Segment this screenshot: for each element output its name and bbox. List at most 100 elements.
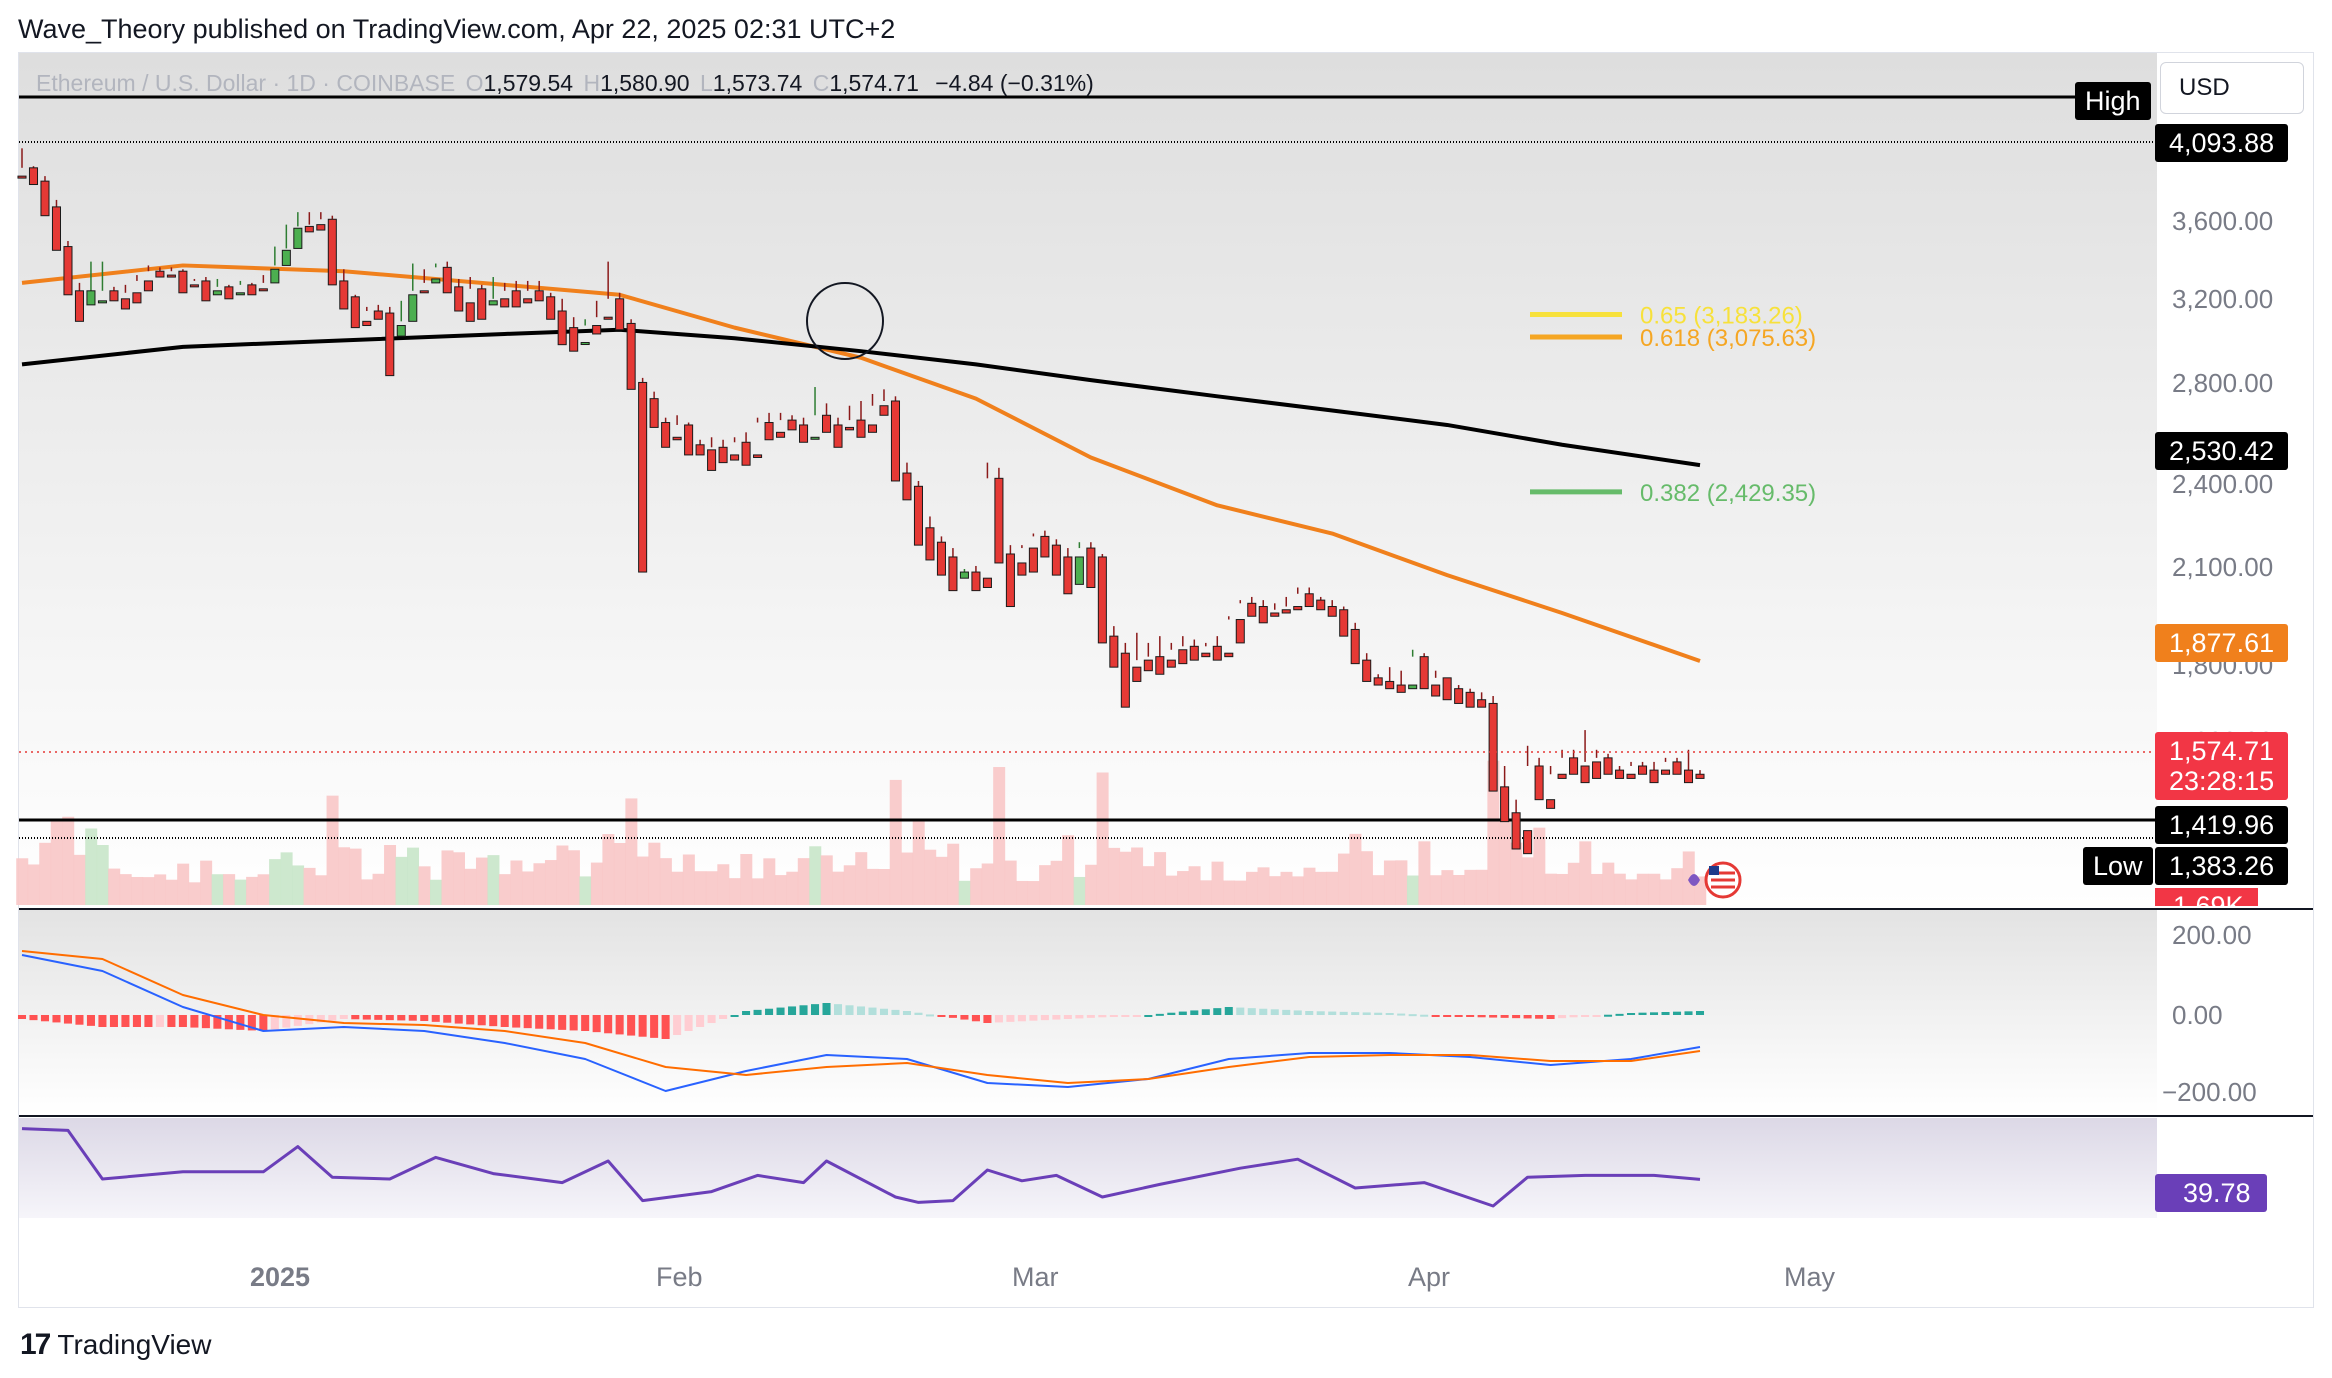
high-value-tag: 4,093.88 <box>2155 124 2289 162</box>
volume-bar <box>510 860 523 905</box>
candle-body <box>592 325 602 335</box>
macd-histogram-bar <box>75 1015 84 1025</box>
candle-body <box>1638 765 1648 775</box>
candle-body <box>1419 656 1429 690</box>
volume-bar <box>705 871 718 905</box>
candle-body <box>1143 659 1153 672</box>
tradingview-wordmark: TradingView <box>57 1329 212 1360</box>
candle-body <box>1304 593 1314 608</box>
macd-histogram-bar <box>63 1015 72 1024</box>
volume-bar <box>567 850 580 905</box>
candle-body <box>753 454 763 458</box>
volume-bar <box>16 858 29 905</box>
volume-bar <box>85 828 98 905</box>
macd-histogram-bar <box>512 1015 521 1028</box>
macd-histogram-bar <box>627 1015 636 1036</box>
volume-bar <box>1395 860 1408 905</box>
candle-body <box>1028 547 1038 573</box>
symbol-name[interactable]: Ethereum / U.S. Dollar · 1D · COINBASE <box>36 70 456 96</box>
macd-histogram-bar <box>1282 1009 1291 1015</box>
candle-body <box>1132 666 1142 682</box>
volume-bar <box>797 858 810 905</box>
macd-histogram-bar <box>213 1015 222 1029</box>
candle-body <box>258 288 268 292</box>
macd-histogram-bar <box>420 1015 429 1021</box>
candle-body <box>109 290 119 302</box>
candle-body <box>890 400 901 482</box>
ohlc-legend: Ethereum / U.S. Dollar · 1D · COINBASE O… <box>36 70 1094 97</box>
price-axis-label: 2,100.00 <box>2172 552 2274 582</box>
macd-histogram-bar <box>1316 1011 1325 1015</box>
candle-body <box>1350 628 1360 665</box>
macd-histogram-bar <box>1201 1009 1210 1015</box>
signal-line <box>21 950 1701 1084</box>
macd-histogram-bar <box>1489 1015 1498 1018</box>
volume-bar <box>464 868 477 905</box>
candle-body <box>718 446 728 464</box>
volume-bar <box>200 860 213 905</box>
volume-bar <box>786 871 799 905</box>
volume-value-tag: 1.69K <box>2155 888 2258 906</box>
volume-bar <box>1441 870 1454 905</box>
ema50-line <box>21 263 1701 663</box>
volume-bar <box>912 820 925 905</box>
macd-histogram-bar <box>1236 1007 1245 1015</box>
candle-body <box>235 292 245 296</box>
fib-levels: 0.65 (3,183.26)0.618 (3,075.63) 0.382 (2,… <box>1530 302 1816 507</box>
candle-body <box>1063 556 1073 595</box>
candle-body <box>132 292 142 304</box>
macd-histogram-bar <box>868 1007 877 1015</box>
candle-body <box>1339 609 1349 637</box>
candle-body <box>707 449 717 471</box>
candle-body <box>1120 652 1130 708</box>
volume-bar <box>62 816 75 905</box>
candle-body <box>304 225 314 233</box>
candle-body <box>1603 757 1613 775</box>
volume-bar <box>1269 876 1281 905</box>
macd-histogram-bar <box>282 1015 291 1028</box>
macd-histogram-bar <box>477 1015 486 1026</box>
volume-bar <box>924 849 937 905</box>
volume-bar <box>728 878 741 905</box>
macd-histogram-bar <box>362 1015 371 1020</box>
volume-bar <box>372 873 385 905</box>
macd-histogram-bar <box>1029 1015 1038 1021</box>
macd-histogram-bar <box>1247 1008 1256 1015</box>
macd-histogram-bar <box>40 1015 50 1022</box>
candles <box>17 148 1705 855</box>
macd-histogram-bar <box>719 1015 728 1019</box>
macd-histogram-bar <box>1558 1015 1567 1019</box>
volume-bar <box>96 845 109 905</box>
tradingview-mark-icon: 17 <box>20 1328 51 1361</box>
volume-bar <box>981 863 994 905</box>
macd-axis-label: 200.00 <box>2172 920 2252 950</box>
candle-body <box>1086 547 1096 588</box>
candle-body <box>1074 556 1084 585</box>
volume-bar <box>1648 873 1661 905</box>
macd-histogram-bar <box>1293 1010 1302 1015</box>
candle-body <box>1373 677 1383 686</box>
candle-body <box>327 218 337 286</box>
macd-histogram-bar <box>1305 1011 1314 1015</box>
currency-selector[interactable]: USD <box>2160 62 2304 114</box>
macd-histogram-bar <box>742 1011 751 1015</box>
candle-body <box>994 477 1004 564</box>
candle-body <box>879 405 889 416</box>
volume-bar <box>579 876 592 905</box>
macd-histogram-bar <box>1362 1012 1371 1015</box>
candle-body <box>1546 799 1556 809</box>
price-axis-label: 2,400.00 <box>2172 469 2274 499</box>
volume-bar <box>613 843 626 905</box>
candle-body <box>936 541 946 576</box>
volume-bar <box>521 871 534 905</box>
macd-histogram-bar <box>845 1005 854 1015</box>
indicator-logo-icon[interactable] <box>1688 861 1742 899</box>
tradingview-logo[interactable]: 17 TradingView <box>20 1328 211 1362</box>
macd-histogram-bar <box>914 1012 923 1015</box>
candle-body <box>844 426 855 431</box>
volume-bar <box>1613 873 1626 905</box>
candle-body <box>534 290 544 302</box>
volume-bar <box>843 865 856 905</box>
ema50-value-tag: 1,877.61 <box>2155 624 2289 662</box>
